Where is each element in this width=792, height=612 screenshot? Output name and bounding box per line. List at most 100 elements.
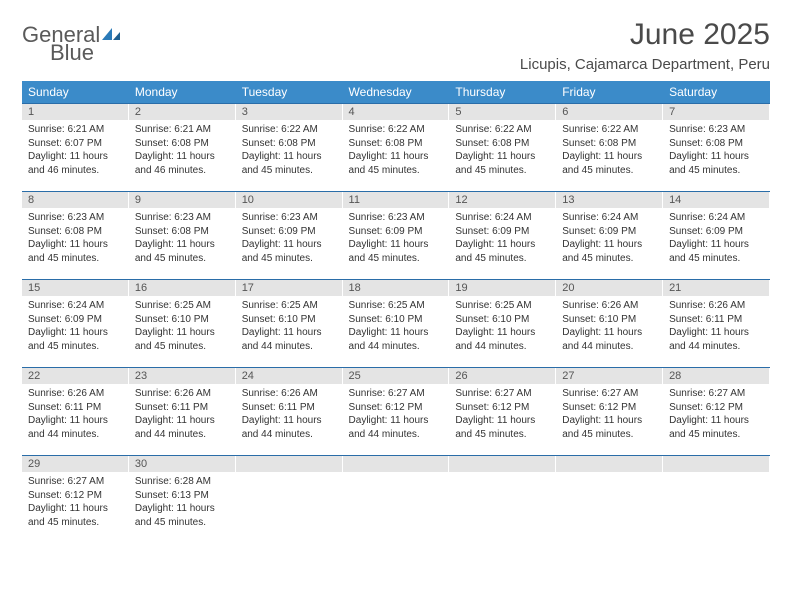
day-number: 1 xyxy=(22,104,129,120)
sunset-line: Sunset: 6:09 PM xyxy=(455,225,550,239)
day-number: 14 xyxy=(663,192,770,208)
sunrise-line: Sunrise: 6:27 AM xyxy=(28,475,123,489)
day-details: Sunrise: 6:25 AMSunset: 6:10 PMDaylight:… xyxy=(129,296,236,359)
daylight-line: Daylight: 11 hours and 44 minutes. xyxy=(349,414,444,441)
daylight-line: Daylight: 11 hours and 45 minutes. xyxy=(455,150,550,177)
calendar-week-row: 22Sunrise: 6:26 AMSunset: 6:11 PMDayligh… xyxy=(22,368,770,456)
calendar-day-cell: 11Sunrise: 6:23 AMSunset: 6:09 PMDayligh… xyxy=(343,192,450,280)
day-number: 19 xyxy=(449,280,556,296)
empty-day-number xyxy=(556,456,663,472)
sunset-line: Sunset: 6:10 PM xyxy=(455,313,550,327)
sunrise-line: Sunrise: 6:21 AM xyxy=(135,123,230,137)
calendar-day-cell: 7Sunrise: 6:23 AMSunset: 6:08 PMDaylight… xyxy=(663,104,770,192)
calendar-empty-cell xyxy=(343,456,450,544)
day-number: 20 xyxy=(556,280,663,296)
calendar-day-cell: 8Sunrise: 6:23 AMSunset: 6:08 PMDaylight… xyxy=(22,192,129,280)
day-number: 12 xyxy=(449,192,556,208)
empty-day-number xyxy=(449,456,556,472)
daylight-line: Daylight: 11 hours and 44 minutes. xyxy=(349,326,444,353)
day-number: 8 xyxy=(22,192,129,208)
daylight-line: Daylight: 11 hours and 46 minutes. xyxy=(135,150,230,177)
day-details: Sunrise: 6:27 AMSunset: 6:12 PMDaylight:… xyxy=(343,384,450,447)
day-details: Sunrise: 6:28 AMSunset: 6:13 PMDaylight:… xyxy=(129,472,236,535)
calendar-day-cell: 12Sunrise: 6:24 AMSunset: 6:09 PMDayligh… xyxy=(449,192,556,280)
calendar-day-cell: 24 Sunrise: 6:26 AMSunset: 6:11 PMDayligh… xyxy=(236,368,343,456)
calendar-week-row: 29Sunrise: 6:27 AMSunset: 6:12 PMDayligh… xyxy=(22,456,770,544)
day-details: Sunrise: 6:27 AMSunset: 6:12 PMDaylight:… xyxy=(22,472,129,535)
weekday-header: Sunday xyxy=(22,81,129,104)
sunset-line: Sunset: 6:11 PM xyxy=(135,401,230,415)
page-subtitle: Licupis, Cajamarca Department, Peru xyxy=(520,56,770,73)
day-details: Sunrise: 6:22 AMSunset: 6:08 PMDaylight:… xyxy=(449,120,556,183)
daylight-line: Daylight: 11 hours and 45 minutes. xyxy=(455,414,550,441)
sunrise-line: Sunrise: 6:27 AM xyxy=(349,387,444,401)
day-number: 7 xyxy=(663,104,770,120)
calendar-day-cell: 22Sunrise: 6:26 AMSunset: 6:11 PMDayligh… xyxy=(22,368,129,456)
day-details: Sunrise: 6:23 AMSunset: 6:09 PMDaylight:… xyxy=(236,208,343,271)
sunset-line: Sunset: 6:09 PM xyxy=(562,225,657,239)
day-number: 6 xyxy=(556,104,663,120)
day-number: 24 xyxy=(236,368,343,384)
daylight-line: Daylight: 11 hours and 45 minutes. xyxy=(349,150,444,177)
sunrise-line: Sunrise: 6:21 AM xyxy=(28,123,123,137)
sunset-line: Sunset: 6:12 PM xyxy=(669,401,764,415)
day-number: 21 xyxy=(663,280,770,296)
sunrise-line: Sunrise: 6:27 AM xyxy=(455,387,550,401)
sunrise-line: Sunrise: 6:24 AM xyxy=(669,211,764,225)
sunset-line: Sunset: 6:10 PM xyxy=(562,313,657,327)
daylight-line: Daylight: 11 hours and 44 minutes. xyxy=(455,326,550,353)
sunrise-line: Sunrise: 6:23 AM xyxy=(349,211,444,225)
sunset-line: Sunset: 6:07 PM xyxy=(28,137,123,151)
sunset-line: Sunset: 6:11 PM xyxy=(242,401,337,415)
day-number: 9 xyxy=(129,192,236,208)
day-number: 4 xyxy=(343,104,450,120)
calendar-day-cell: 19Sunrise: 6:25 AMSunset: 6:10 PMDayligh… xyxy=(449,280,556,368)
calendar-week-row: 1Sunrise: 6:21 AMSunset: 6:07 PMDaylight… xyxy=(22,104,770,192)
daylight-line: Daylight: 11 hours and 45 minutes. xyxy=(135,326,230,353)
sunrise-line: Sunrise: 6:23 AM xyxy=(28,211,123,225)
day-details: Sunrise: 6:24 AMSunset: 6:09 PMDaylight:… xyxy=(22,296,129,359)
empty-day-number xyxy=(343,456,450,472)
daylight-line: Daylight: 11 hours and 46 minutes. xyxy=(28,150,123,177)
daylight-line: Daylight: 11 hours and 44 minutes. xyxy=(242,414,337,441)
weekday-header: Monday xyxy=(129,81,236,104)
sunset-line: Sunset: 6:10 PM xyxy=(242,313,337,327)
day-number: 25 xyxy=(343,368,450,384)
sunset-line: Sunset: 6:08 PM xyxy=(242,137,337,151)
calendar-empty-cell xyxy=(663,456,770,544)
sunrise-line: Sunrise: 6:22 AM xyxy=(455,123,550,137)
logo: General Blue xyxy=(22,24,122,64)
calendar-day-cell: 16Sunrise: 6:25 AMSunset: 6:10 PMDayligh… xyxy=(129,280,236,368)
day-details: Sunrise: 6:23 AMSunset: 6:08 PMDaylight:… xyxy=(22,208,129,271)
logo-sail-icon xyxy=(100,24,122,46)
sunrise-line: Sunrise: 6:26 AM xyxy=(135,387,230,401)
day-details: Sunrise: 6:25 AMSunset: 6:10 PMDaylight:… xyxy=(449,296,556,359)
day-number: 23 xyxy=(129,368,236,384)
weekday-header: Friday xyxy=(556,81,663,104)
sunset-line: Sunset: 6:12 PM xyxy=(455,401,550,415)
calendar-day-cell: 2Sunrise: 6:21 AMSunset: 6:08 PMDaylight… xyxy=(129,104,236,192)
sunset-line: Sunset: 6:11 PM xyxy=(669,313,764,327)
calendar-day-cell: 30Sunrise: 6:28 AMSunset: 6:13 PMDayligh… xyxy=(129,456,236,544)
day-details: Sunrise: 6:26 AMSunset: 6:11 PMDaylight:… xyxy=(22,384,129,447)
sunrise-line: Sunrise: 6:26 AM xyxy=(242,387,337,401)
sunset-line: Sunset: 6:08 PM xyxy=(669,137,764,151)
sunset-line: Sunset: 6:10 PM xyxy=(349,313,444,327)
day-details: Sunrise: 6:22 AMSunset: 6:08 PMDaylight:… xyxy=(343,120,450,183)
sunrise-line: Sunrise: 6:23 AM xyxy=(669,123,764,137)
calendar-day-cell: 21Sunrise: 6:26 AMSunset: 6:11 PMDayligh… xyxy=(663,280,770,368)
daylight-line: Daylight: 11 hours and 45 minutes. xyxy=(669,238,764,265)
daylight-line: Daylight: 11 hours and 45 minutes. xyxy=(562,150,657,177)
day-details: Sunrise: 6:27 AMSunset: 6:12 PMDaylight:… xyxy=(556,384,663,447)
day-number: 17 xyxy=(236,280,343,296)
daylight-line: Daylight: 11 hours and 45 minutes. xyxy=(349,238,444,265)
sunrise-line: Sunrise: 6:25 AM xyxy=(349,299,444,313)
sunrise-line: Sunrise: 6:27 AM xyxy=(562,387,657,401)
daylight-line: Daylight: 11 hours and 45 minutes. xyxy=(669,414,764,441)
daylight-line: Daylight: 11 hours and 45 minutes. xyxy=(242,150,337,177)
day-number: 27 xyxy=(556,368,663,384)
day-details: Sunrise: 6:23 AMSunset: 6:09 PMDaylight:… xyxy=(343,208,450,271)
daylight-line: Daylight: 11 hours and 45 minutes. xyxy=(242,238,337,265)
daylight-line: Daylight: 11 hours and 45 minutes. xyxy=(562,238,657,265)
day-details: Sunrise: 6:23 AMSunset: 6:08 PMDaylight:… xyxy=(663,120,770,183)
